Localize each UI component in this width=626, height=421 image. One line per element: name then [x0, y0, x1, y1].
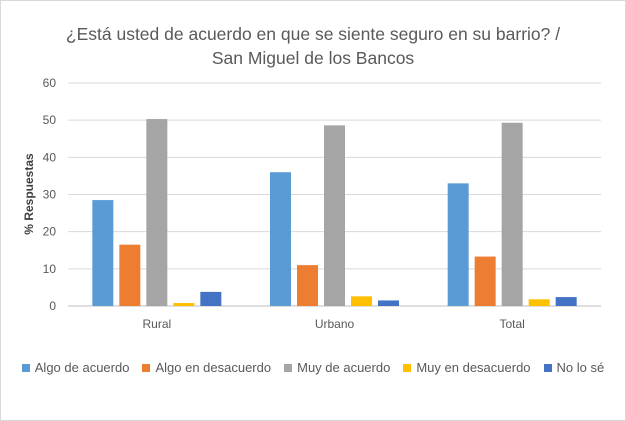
- chart-title-line-2: San Miguel de los Bancos: [211, 48, 415, 68]
- chart-title-line-1: ¿Está usted de acuerdo en que se siente …: [65, 24, 561, 44]
- legend-swatch: [142, 363, 151, 372]
- legend-label: Algo en desacuerdo: [155, 360, 272, 375]
- legend-swatch: [403, 363, 412, 372]
- legend-item: No lo sé: [543, 360, 605, 375]
- bar: [324, 125, 345, 307]
- bar: [270, 172, 291, 306]
- x-tick-label: Urbano: [315, 317, 355, 331]
- legend-label: Algo de acuerdo: [34, 360, 130, 375]
- chart-title: ¿Está usted de acuerdo en que se siente …: [0, 22, 626, 70]
- bars: [92, 119, 577, 307]
- legend-item: Algo de acuerdo: [21, 360, 130, 375]
- legend-label: Muy en desacuerdo: [416, 360, 531, 375]
- legend-swatch: [543, 363, 552, 372]
- y-tick-label: 0: [49, 299, 56, 313]
- bar: [92, 200, 114, 306]
- legend-item: Algo en desacuerdo: [142, 360, 271, 375]
- bar: [351, 296, 372, 306]
- bar: [528, 299, 550, 306]
- x-tick-label: Rural: [142, 317, 171, 331]
- bar: [146, 119, 168, 306]
- x-axis-ticks: Rural Urbano Total: [142, 317, 524, 331]
- y-tick-label: 50: [43, 113, 57, 127]
- legend-item: Muy de acuerdo: [284, 360, 390, 375]
- bar: [200, 291, 222, 306]
- legend-swatch: [284, 363, 293, 372]
- bar: [173, 303, 195, 306]
- y-tick-label: 30: [43, 188, 57, 202]
- legend-label: No lo sé: [556, 360, 605, 375]
- bar: [474, 256, 496, 306]
- y-tick-label: 40: [43, 150, 57, 164]
- y-tick-label: 60: [43, 76, 57, 90]
- y-tick-label: 10: [43, 262, 57, 276]
- bar: [447, 183, 469, 306]
- x-tick-label: Total: [499, 317, 524, 331]
- legend: Algo de acuerdo Algo en desacuerdo Muy de …: [0, 360, 626, 375]
- y-axis-ticks: 0 10 20 30 40 50 60: [43, 76, 57, 313]
- y-axis-label: % Respuestas: [22, 153, 36, 235]
- legend-swatch: [21, 363, 30, 372]
- bar: [297, 265, 318, 306]
- legend-item: Muy en desacuerdo: [403, 360, 531, 375]
- bar: [555, 297, 577, 306]
- y-tick-label: 20: [43, 225, 57, 239]
- bar: [501, 122, 523, 306]
- legend-label: Muy de acuerdo: [297, 360, 391, 375]
- bar: [378, 300, 399, 306]
- bar: [119, 244, 141, 306]
